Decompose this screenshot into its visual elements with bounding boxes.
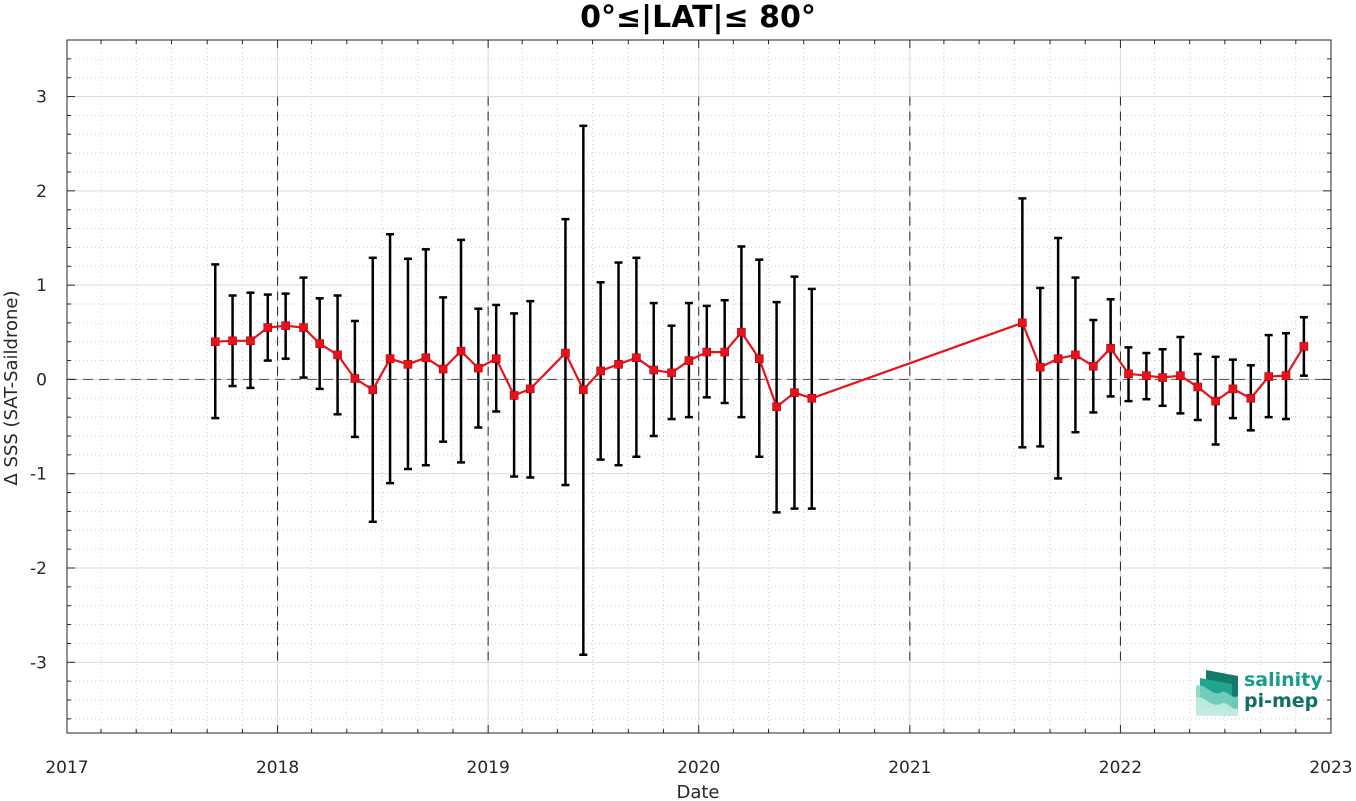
data-point-marker	[1264, 372, 1273, 381]
x-tick-label: 2019	[467, 758, 510, 778]
data-point-marker	[350, 374, 360, 383]
data-point-marker	[1089, 361, 1098, 371]
data-point-marker	[1035, 362, 1045, 372]
tick-labels: 2017 2018 2019 2020 2021 2022 2023 3 2 1 0 -1 -2 -3	[30, 88, 1353, 778]
data-point-marker	[281, 321, 290, 330]
data-point-marker	[1071, 350, 1080, 360]
data-point-marker	[421, 353, 431, 363]
data-point-marker	[790, 388, 799, 397]
data-point-marker	[649, 365, 659, 375]
data-point-marker	[210, 337, 220, 347]
data-point-marker	[525, 384, 535, 394]
year-separators	[277, 96, 1121, 663]
data-point-marker	[807, 393, 817, 403]
data-point-marker	[579, 385, 588, 395]
data-point-marker	[1158, 373, 1167, 382]
y-tick-label: -3	[30, 653, 47, 673]
series	[210, 318, 1309, 412]
data-point-marker	[403, 360, 413, 369]
y-tick-label: 1	[36, 276, 47, 296]
x-tick-label: 2023	[1309, 758, 1352, 778]
data-point-marker	[368, 385, 378, 395]
data-point-marker	[1106, 344, 1115, 353]
data-point-marker	[1299, 342, 1309, 351]
data-point-marker	[1228, 384, 1238, 394]
data-point-marker	[333, 350, 342, 360]
data-point-marker	[509, 391, 519, 400]
data-point-marker	[1124, 369, 1133, 379]
data-point-marker	[299, 323, 308, 332]
data-point-marker	[246, 336, 255, 346]
data-point-marker	[614, 360, 623, 369]
data-point-marker	[1211, 396, 1220, 406]
data-point-marker	[1246, 393, 1256, 403]
x-tick-label: 2018	[256, 758, 299, 778]
data-point-marker	[1053, 354, 1063, 363]
data-point-marker	[754, 354, 764, 363]
data-point-marker	[737, 327, 746, 337]
data-point-marker	[561, 348, 570, 358]
data-point-marker	[491, 354, 501, 363]
data-point-marker	[228, 336, 237, 346]
y-tick-label: 0	[36, 370, 47, 390]
data-point-marker	[438, 364, 448, 374]
logo-text-salinity: salinity	[1244, 669, 1323, 691]
data-point-marker	[596, 366, 605, 376]
x-tick-label: 2020	[677, 758, 720, 778]
data-point-marker	[772, 402, 781, 412]
x-axis-label: Date	[676, 782, 719, 801]
data-point-marker	[702, 347, 712, 357]
y-tick-label: 2	[36, 182, 47, 202]
data-point-marker	[1018, 318, 1027, 328]
data-point-marker	[720, 347, 729, 357]
x-tick-label: 2017	[45, 758, 88, 778]
y-tick-label: -1	[30, 465, 47, 485]
data-point-marker	[385, 354, 395, 363]
data-point-marker	[684, 356, 694, 365]
x-tick-label: 2021	[888, 758, 931, 778]
x-tick-label: 2022	[1099, 758, 1142, 778]
data-point-marker	[632, 353, 641, 363]
axis-ticks	[66, 40, 1332, 733]
data-point-marker	[456, 346, 466, 356]
y-tick-label: 3	[36, 88, 47, 108]
data-point-marker	[263, 323, 273, 332]
logo-mark-icon	[1196, 670, 1238, 716]
data-point-marker	[315, 339, 324, 348]
logo-text-pi-mep: pi-mep	[1244, 690, 1318, 712]
logo: salinity pi-mep	[1196, 669, 1323, 716]
data-point-marker	[1193, 382, 1203, 392]
data-point-marker	[1142, 371, 1151, 380]
data-point-marker	[667, 368, 676, 378]
y-axis-label: Δ SSS (SAT-Saildrone)	[1, 291, 22, 486]
y-tick-label: -2	[30, 559, 47, 579]
chart-title: 0°≤|LAT|≤ 80°	[580, 0, 816, 35]
data-point-marker	[474, 363, 483, 373]
data-point-marker	[1176, 371, 1185, 380]
data-point-marker	[1281, 371, 1291, 380]
